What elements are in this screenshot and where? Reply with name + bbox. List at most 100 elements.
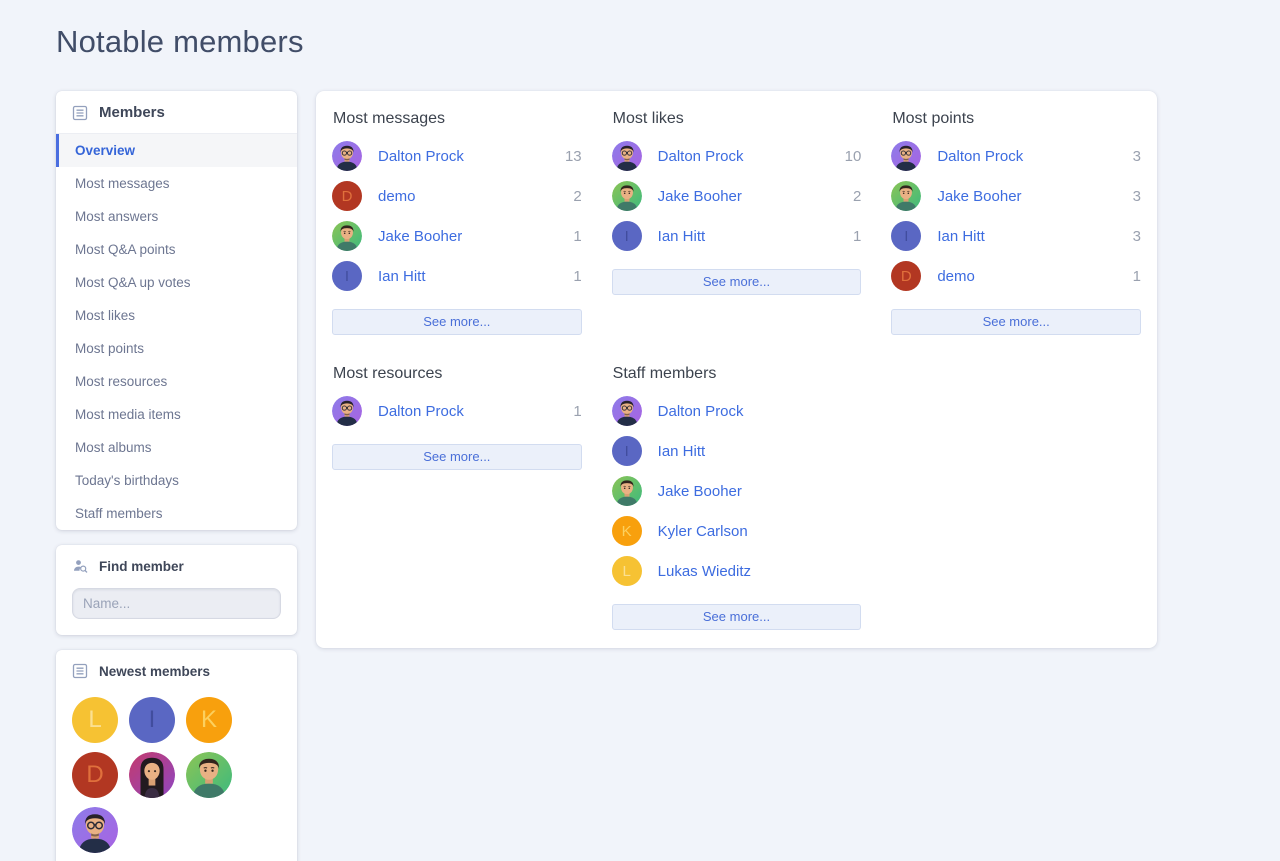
- member-row: Jake Booher: [611, 471, 862, 511]
- member-name-link[interactable]: Ian Hitt: [657, 442, 706, 460]
- avatar-letter: I: [904, 227, 909, 245]
- section-most-resources: Most resources Dalton Prock 1 See more...: [332, 363, 582, 470]
- avatar-letter: K: [200, 706, 217, 733]
- member-name-link[interactable]: demo: [937, 267, 975, 285]
- section-most-points: Most points Dalton Prock 3 Jake Booher 3 I Ian…: [891, 108, 1141, 335]
- avatar-man-green[interactable]: [186, 752, 232, 798]
- member-count: 1: [573, 267, 582, 285]
- sidebar-item-staff-members[interactable]: Staff members: [75, 506, 163, 521]
- sidebar-item-most-q-a-up-votes[interactable]: Most Q&A up votes: [75, 275, 191, 290]
- avatar-letter-i[interactable]: I: [611, 436, 642, 466]
- section-most-likes: Most likes Dalton Prock 10 Jake Booher 2 I Ian…: [611, 108, 862, 295]
- member-row: K Kyler Carlson: [611, 511, 862, 551]
- member-name-link[interactable]: Ian Hitt: [378, 267, 426, 285]
- sidebar-item-most-q-a-points[interactable]: Most Q&A points: [75, 242, 176, 257]
- section-title: Most messages: [333, 110, 446, 127]
- avatar-man-green[interactable]: [611, 476, 642, 506]
- member-name-input[interactable]: [72, 588, 281, 619]
- member-row: Dalton Prock 1: [332, 391, 582, 431]
- avatar-letter: K: [621, 522, 632, 540]
- member-name-link[interactable]: Dalton Prock: [378, 402, 464, 420]
- avatar-man-green[interactable]: [332, 221, 362, 251]
- find-member-block: Find member: [56, 545, 297, 635]
- avatar-woman-pink[interactable]: [129, 752, 175, 798]
- see-more-button[interactable]: See more...: [332, 309, 582, 335]
- list-document-icon: [72, 105, 88, 120]
- sidebar-item-most-likes[interactable]: Most likes: [75, 308, 136, 323]
- member-search-icon: [74, 560, 88, 573]
- member-name-link[interactable]: Jake Booher: [378, 227, 463, 245]
- see-more-button[interactable]: See more...: [611, 269, 862, 295]
- member-count: 1: [573, 227, 582, 245]
- member-name-link[interactable]: Kyler Carlson: [657, 522, 748, 540]
- page-layout: Members Overview Most messages Most answer…: [56, 91, 1157, 861]
- sidebar-item-most-answers[interactable]: Most answers: [75, 209, 159, 224]
- avatar-letter-l[interactable]: L: [611, 556, 642, 586]
- avatar-man-purple[interactable]: [611, 141, 642, 171]
- member-name-link[interactable]: Dalton Prock: [937, 147, 1024, 165]
- member-row: I Ian Hitt 1: [332, 256, 582, 296]
- avatar-letter-l[interactable]: L: [72, 697, 118, 743]
- avatar-man-purple[interactable]: [72, 807, 118, 853]
- see-more-button[interactable]: See more...: [611, 604, 862, 630]
- member-name-link[interactable]: Ian Hitt: [657, 227, 706, 245]
- avatar-letter-d[interactable]: D: [72, 752, 118, 798]
- avatar-letter-d[interactable]: D: [891, 261, 922, 291]
- member-row: Jake Booher 3: [891, 176, 1141, 216]
- find-member-header: Find member: [56, 545, 297, 586]
- newest-members-grid: L I K D: [56, 691, 297, 861]
- member-name-link[interactable]: demo: [378, 187, 416, 205]
- member-count: 2: [852, 187, 862, 205]
- member-row: Dalton Prock 13: [332, 136, 582, 176]
- avatar-letter: I: [624, 442, 629, 460]
- avatar-man-green[interactable]: [611, 181, 642, 211]
- member-name-link[interactable]: Jake Booher: [657, 482, 742, 500]
- member-name-link[interactable]: Jake Booher: [657, 187, 742, 205]
- find-member-title: Find member: [99, 558, 184, 574]
- avatar-letter-k[interactable]: K: [186, 697, 232, 743]
- member-name-link[interactable]: Dalton Prock: [657, 147, 744, 165]
- member-row: Dalton Prock 3: [891, 136, 1141, 176]
- avatar-man-purple[interactable]: [891, 141, 922, 171]
- sidebar-item-most-albums[interactable]: Most albums: [75, 440, 152, 455]
- section-title: Most likes: [612, 110, 684, 127]
- avatar-letter-i[interactable]: I: [332, 261, 362, 291]
- avatar-man-green[interactable]: [891, 181, 922, 211]
- avatar-man-purple[interactable]: [611, 396, 642, 426]
- member-row: Jake Booher 1: [332, 216, 582, 256]
- avatar-man-purple[interactable]: [332, 141, 362, 171]
- sidebar-item-today-s-birthdays[interactable]: Today's birthdays: [75, 473, 179, 488]
- sidebar: Members Overview Most messages Most answer…: [56, 91, 297, 861]
- avatar-letter-i[interactable]: I: [611, 221, 642, 251]
- avatar-man-purple[interactable]: [332, 396, 362, 426]
- member-name-link[interactable]: Lukas Wieditz: [657, 562, 752, 580]
- avatar-letter-i[interactable]: I: [129, 697, 175, 743]
- member-name-link[interactable]: Jake Booher: [937, 187, 1022, 205]
- member-count: 3: [1132, 227, 1141, 245]
- see-more-button[interactable]: See more...: [332, 444, 582, 470]
- avatar-letter-i[interactable]: I: [891, 221, 922, 251]
- member-count: 2: [573, 187, 582, 205]
- avatar-letter-d[interactable]: D: [332, 181, 362, 211]
- see-more-button[interactable]: See more...: [891, 309, 1141, 335]
- member-row: Jake Booher 2: [611, 176, 862, 216]
- member-row: Dalton Prock 10: [611, 136, 861, 176]
- avatar-letter-k[interactable]: K: [611, 516, 642, 546]
- avatar-letter: D: [86, 761, 104, 788]
- member-name-link[interactable]: Dalton Prock: [378, 147, 464, 165]
- list-document-icon: [72, 663, 88, 679]
- member-name-link[interactable]: Dalton Prock: [657, 402, 744, 420]
- avatar-letter: D: [341, 187, 353, 205]
- sidebar-item-most-media-items[interactable]: Most media items: [75, 407, 181, 422]
- sidebar-item-overview[interactable]: Overview: [56, 134, 297, 167]
- member-count: 1: [1132, 267, 1141, 285]
- member-name-link[interactable]: Ian Hitt: [937, 227, 985, 245]
- sidebar-item-most-points[interactable]: Most points: [75, 341, 145, 356]
- sidebar-item-most-messages[interactable]: Most messages: [75, 176, 170, 191]
- sidebar-item-most-resources[interactable]: Most resources: [75, 374, 168, 389]
- avatar-letter: I: [148, 706, 156, 733]
